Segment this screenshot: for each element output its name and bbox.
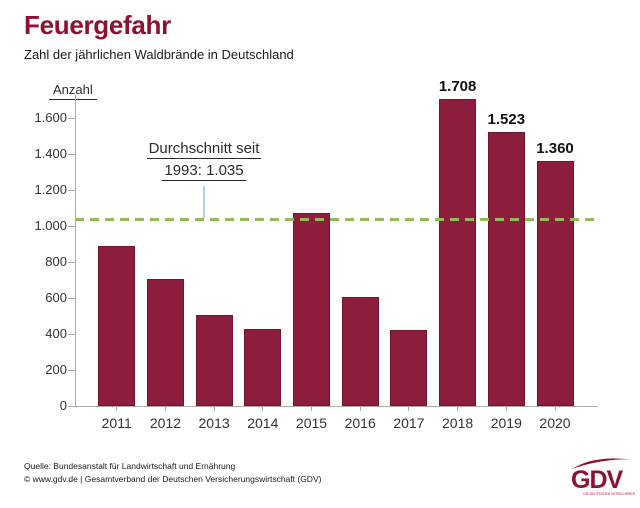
- page-title: Feuergefahr: [24, 10, 171, 40]
- y-axis-tick-label: 1.600: [34, 110, 67, 125]
- bar-2015: [293, 213, 330, 406]
- x-axis-tick: [457, 406, 459, 411]
- x-axis-line: [75, 406, 598, 407]
- logo-text: GDV: [572, 466, 624, 494]
- average-annotation-line2: 1993: 1.035: [162, 162, 246, 181]
- bar-2013: [195, 315, 233, 406]
- x-axis-label: 2020: [539, 415, 571, 431]
- y-axis-line: [75, 95, 76, 407]
- bar-value-label: 1.523: [487, 110, 526, 128]
- y-axis-tick: [68, 153, 75, 155]
- bar-2017: [390, 329, 428, 406]
- y-axis-title: Anzahl: [49, 82, 97, 100]
- x-axis-label: 2015: [295, 415, 328, 431]
- x-axis-tick: [213, 406, 215, 411]
- x-axis-label: 2017: [393, 415, 425, 431]
- x-axis-tick: [505, 406, 507, 411]
- y-axis-tick: [68, 405, 75, 407]
- x-axis-label: 2019: [490, 415, 522, 431]
- source-note: Quelle: Bundesanstalt für Landwirtschaft…: [24, 460, 321, 485]
- x-axis-tick: [262, 406, 264, 411]
- y-axis-tick: [68, 297, 75, 299]
- chart-subtitle: Zahl der jährlichen Waldbrände in Deutsc…: [24, 47, 294, 62]
- bar-2016: [341, 296, 379, 406]
- y-axis-tick-label: 1.000: [34, 218, 67, 233]
- source-line-1: Quelle: Bundesanstalt für Landwirtschaft…: [24, 461, 236, 471]
- y-axis-tick: [68, 369, 75, 371]
- bar-chart-plot-area: 1.708 1.523 1.360 Durchschnitt seit 1993: …: [34, 78, 598, 431]
- x-axis-tick: [311, 406, 312, 411]
- y-axis-tick: [68, 261, 75, 263]
- x-axis-tick: [408, 406, 410, 411]
- y-axis-tick-label: 600: [45, 290, 67, 305]
- y-axis-tick-label: 0: [59, 398, 67, 413]
- x-axis-tick: [359, 406, 361, 411]
- bar-2012: [146, 278, 184, 406]
- y-axis-tick-label: 1.400: [34, 146, 67, 161]
- x-axis-tick: [116, 406, 118, 411]
- average-annotation-line1: Durchschnitt seit: [146, 140, 262, 159]
- x-axis-tick: [164, 406, 166, 411]
- y-axis-tick: [68, 333, 75, 335]
- bar-2018: [439, 98, 477, 406]
- x-axis-label: 2013: [198, 415, 230, 431]
- x-axis-label: 2014: [247, 415, 279, 431]
- bar-value-label: 1.360: [536, 140, 574, 158]
- y-axis-tick-label: 1.200: [34, 182, 67, 197]
- bar-2020: [536, 161, 574, 406]
- y-axis-tick-label: 800: [45, 254, 67, 269]
- bar-2014: [244, 328, 282, 406]
- bar-value-label: 1.708: [438, 77, 477, 95]
- gdv-logo: GDV DIE DEUTSCHEN VERSICHERER: [572, 458, 636, 496]
- y-axis-tick: [68, 189, 75, 191]
- x-axis-tick: [554, 406, 556, 411]
- logo-swoosh-icon: [572, 458, 635, 469]
- x-axis-label: 2012: [149, 415, 181, 431]
- y-axis-tick-label: 200: [45, 362, 67, 377]
- logo-tagline: DIE DEUTSCHEN VERSICHERER: [583, 492, 635, 496]
- x-axis-label: 2016: [344, 415, 376, 431]
- bar-2019: [487, 131, 525, 406]
- x-axis-label: 2018: [442, 415, 474, 431]
- y-axis-tick-label: 400: [45, 326, 67, 341]
- average-reference-line: [75, 218, 598, 222]
- source-line-2: © www.gdv.de | Gesamtverband der Deutsch…: [24, 473, 322, 484]
- y-axis-tick: [68, 117, 75, 119]
- annotation-connector-line: [203, 186, 205, 218]
- x-axis-label: 2011: [101, 415, 132, 431]
- bar-2011: [98, 246, 136, 406]
- average-annotation: Durchschnitt seit 1993: 1.035: [129, 138, 279, 182]
- y-axis-tick: [68, 225, 75, 227]
